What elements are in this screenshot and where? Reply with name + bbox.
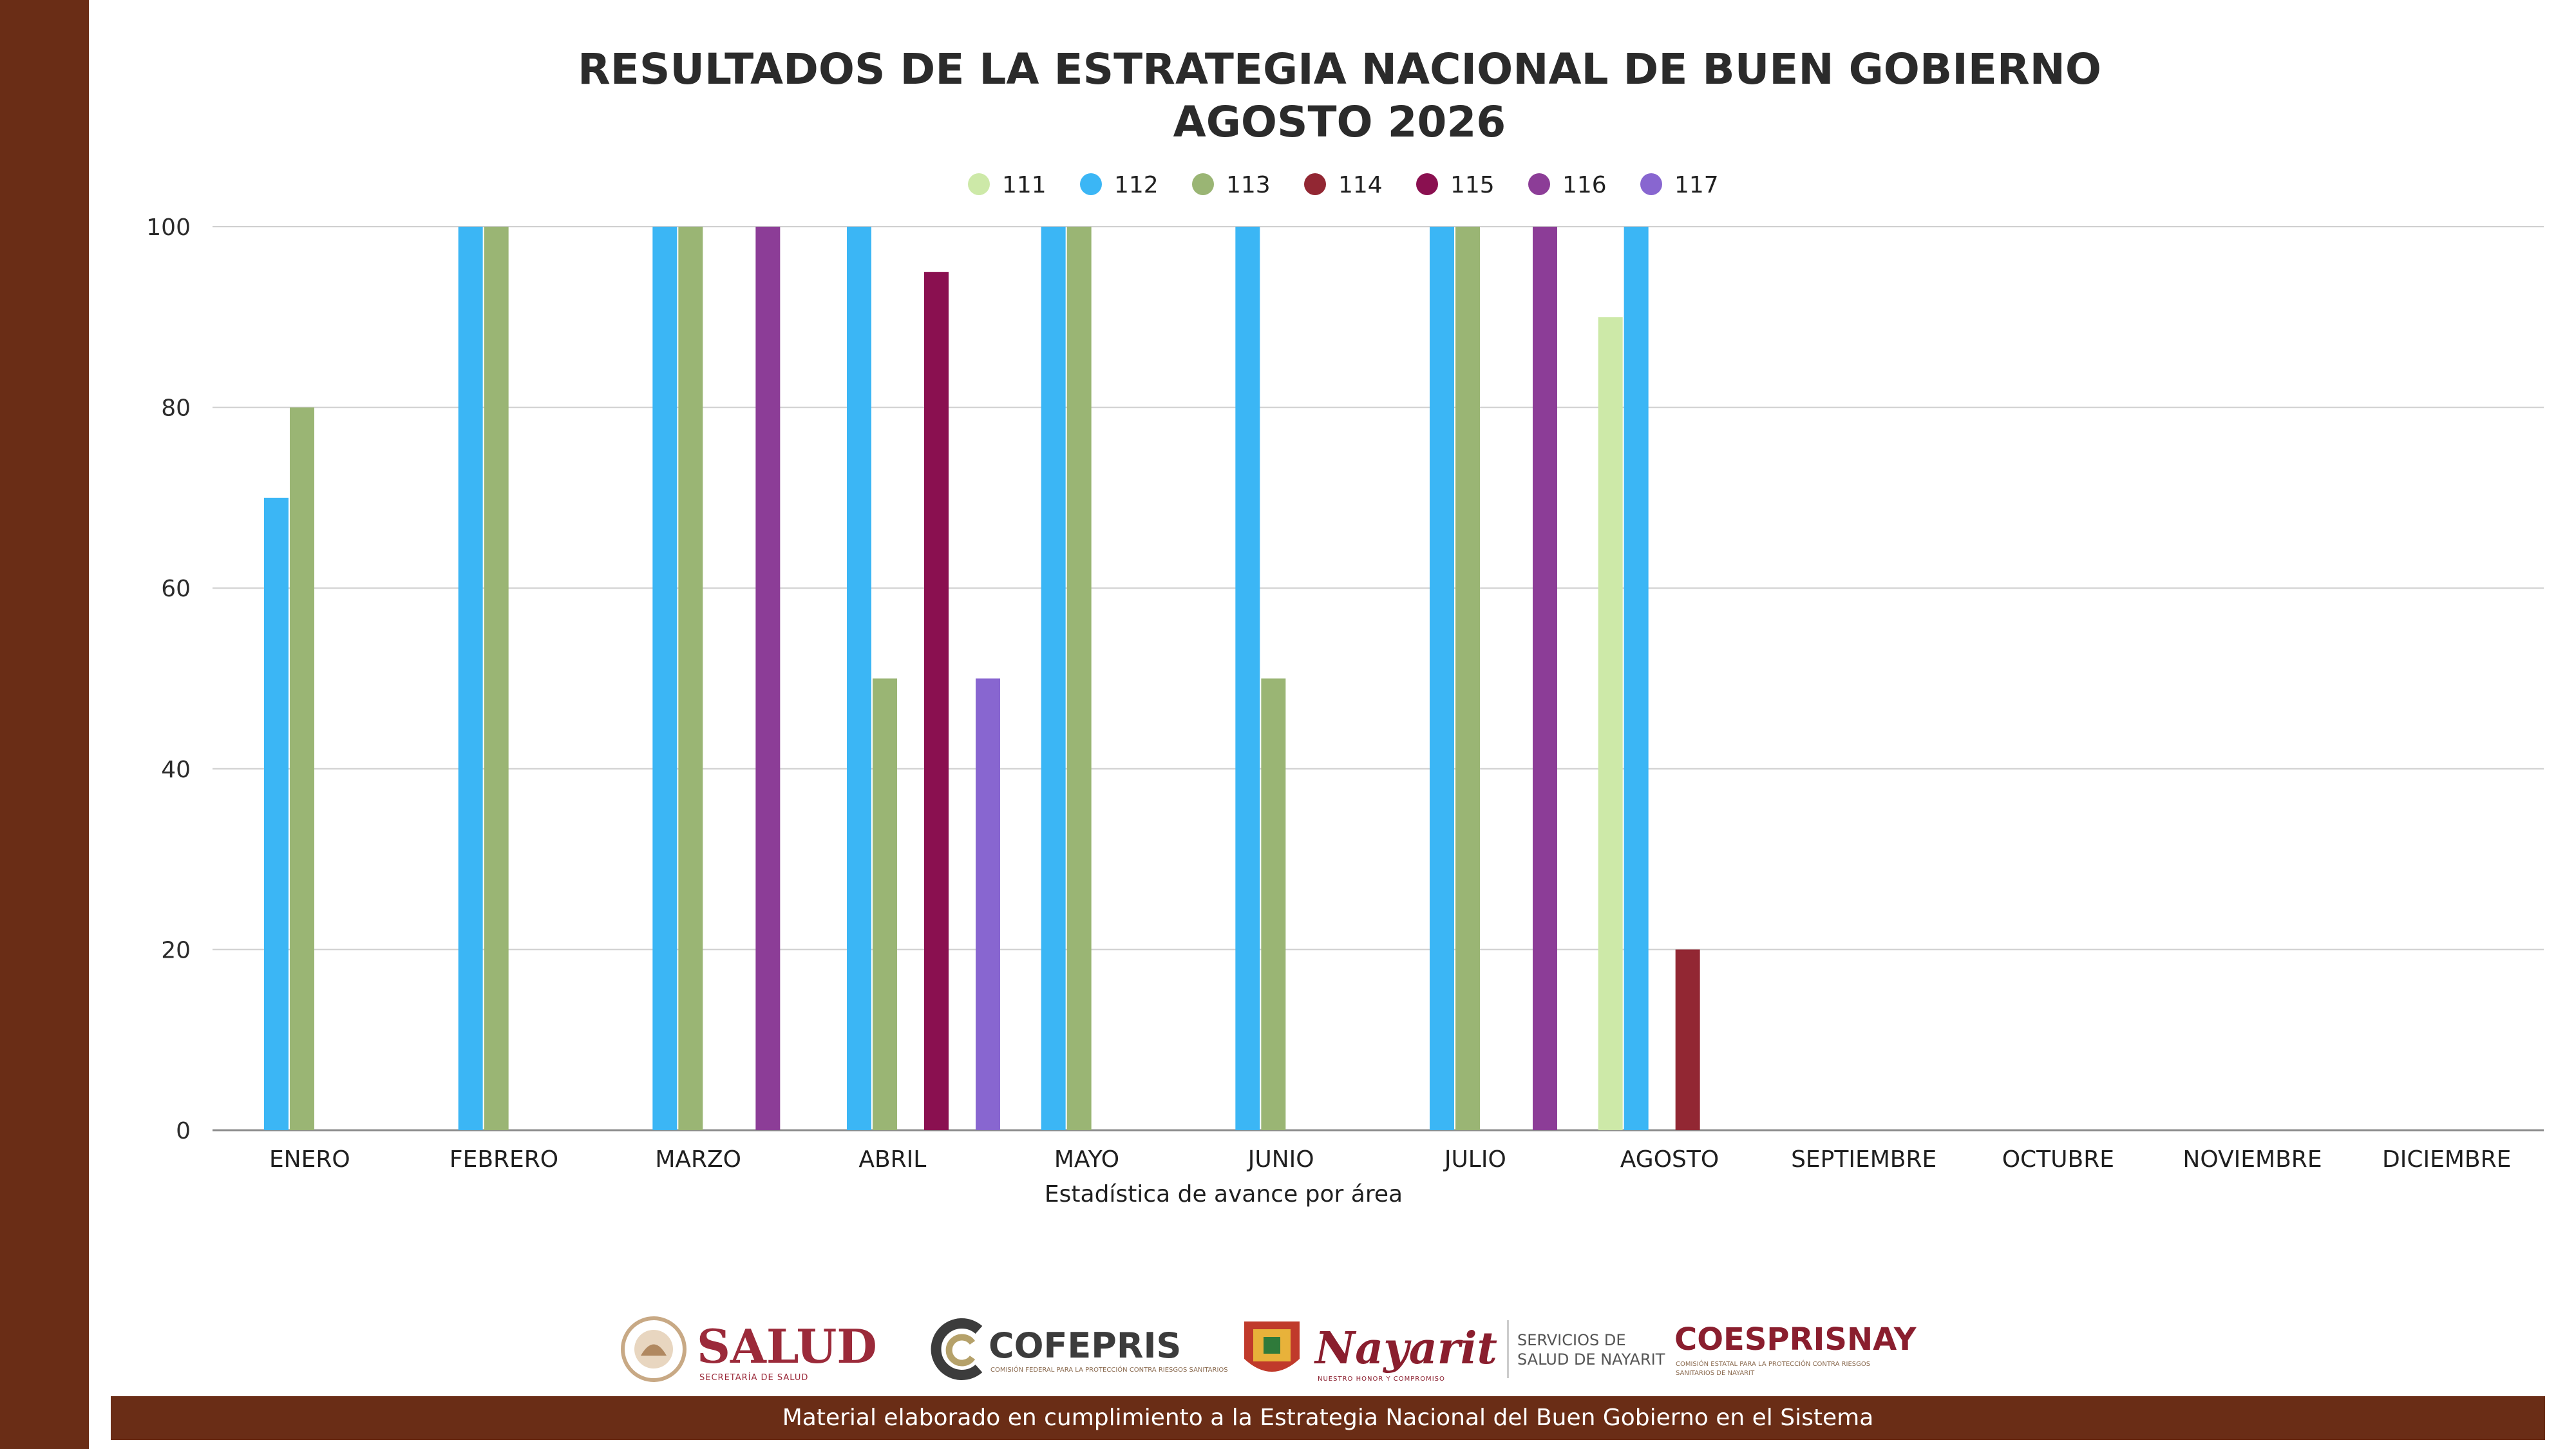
side-bar: [0, 0, 89, 1449]
bar-112-junio: [1235, 227, 1260, 1130]
bar-112-marzo: [652, 227, 677, 1130]
legend-marker: [1192, 173, 1214, 195]
y-tick-label: 40: [161, 757, 191, 783]
y-tick-label: 100: [146, 214, 191, 241]
bar-112-agosto: [1624, 227, 1649, 1130]
coesprisnay-logo: COESPRISNAY COMISIÓN ESTATAL PARA LA PRO…: [1674, 1314, 1919, 1385]
bar-112-julio: [1430, 227, 1454, 1130]
footer-bar: Material elaborado en cumplimiento a la …: [111, 1396, 2545, 1440]
legend-label: 113: [1226, 172, 1271, 198]
bar-113-mayo: [1066, 227, 1092, 1130]
bar-112-mayo: [1041, 227, 1066, 1130]
nayarit-logo-sub: NUESTRO HONOR Y COMPROMISO: [1318, 1376, 1445, 1383]
nayarit-services-text: SERVICIOS DE SALUD DE NAYARIT: [1517, 1331, 1665, 1368]
salud-logo-text: SALUD: [697, 1319, 877, 1374]
x-tick-label: DICIEMBRE: [2382, 1146, 2511, 1173]
x-tick-label: OCTUBRE: [2002, 1146, 2114, 1173]
chart-title: RESULTADOS DE LA ESTRATEGIA NACIONAL DE …: [577, 44, 2101, 94]
legend-label: 114: [1338, 172, 1383, 198]
x-tick-label: MARZO: [655, 1146, 741, 1173]
y-tick-label: 60: [161, 576, 191, 602]
bar-117-abril: [976, 678, 1000, 1130]
bar-chart: 0 20 40 60 80 100 ENERO FEBRERO MARZO ABRIL MAYO JU…: [146, 172, 2544, 1208]
x-tick-label: FEBRERO: [450, 1146, 558, 1173]
coesprisnay-logo-text: COESPRISNAY: [1674, 1321, 1917, 1358]
salud-logo-sub: SECRETARÍA DE SALUD: [699, 1373, 809, 1383]
nayarit-logo-text: Nayarit: [1315, 1323, 1497, 1374]
x-tick-label: MAYO: [1054, 1146, 1119, 1173]
nayarit-logo: Nayarit NUESTRO HONOR Y COMPROMISO SERVI…: [1236, 1314, 1665, 1385]
axes: 0 20 40 60 80 100 ENERO FEBRERO MARZO ABRIL MAYO JU…: [146, 214, 2511, 1208]
logos-strip: SALUD SECRETARÍA DE SALUD COFEPRIS COMIS…: [618, 1314, 1916, 1385]
x-axis-label: Estadística de avance por área: [1045, 1181, 1403, 1208]
bar-112-febrero: [458, 227, 483, 1130]
eagle-seal-icon: [621, 1316, 687, 1382]
bar-116-marzo: [755, 227, 781, 1130]
bar-116-julio: [1533, 227, 1557, 1130]
legend-marker: [968, 173, 990, 195]
grid-lines: [213, 226, 2544, 1132]
bar-113-marzo: [678, 227, 703, 1130]
x-tick-label: NOVIEMBRE: [2183, 1146, 2322, 1173]
salud-logo: SALUD SECRETARÍA DE SALUD: [618, 1314, 889, 1385]
cofepris-c-icon: [931, 1318, 983, 1380]
legend-marker: [1080, 173, 1102, 195]
legend-label: 115: [1450, 172, 1495, 198]
legend-label: 112: [1114, 172, 1159, 198]
bar-113-enero: [290, 407, 314, 1130]
x-tick-label: ABRIL: [858, 1146, 926, 1173]
bar-112-abril: [847, 227, 871, 1130]
bar-113-julio: [1455, 227, 1480, 1130]
bar-115-abril: [924, 272, 949, 1130]
x-tick-label: AGOSTO: [1620, 1146, 1719, 1173]
cofepris-logo: COFEPRIS COMISIÓN FEDERAL PARA LA PROTEC…: [927, 1314, 1228, 1385]
y-tick-label: 20: [161, 937, 191, 963]
x-tick-label: SEPTIEMBRE: [1791, 1146, 1937, 1173]
legend-label: 117: [1674, 172, 1719, 198]
bar-113-abril: [873, 678, 897, 1130]
legend-marker: [1528, 173, 1550, 195]
bars: [264, 227, 1700, 1130]
nayarit-shield-icon: [1244, 1321, 1300, 1372]
cofepris-logo-text: COFEPRIS: [989, 1325, 1182, 1366]
cofepris-logo-sub: COMISIÓN FEDERAL PARA LA PROTECCIÓN CONT…: [990, 1367, 1228, 1374]
bar-113-febrero: [484, 227, 509, 1130]
bar-114-agosto: [1675, 949, 1700, 1130]
legend-label: 116: [1562, 172, 1607, 198]
legend-marker: [1416, 173, 1438, 195]
chart-subtitle: AGOSTO 2026: [1173, 97, 1506, 147]
x-tick-label: JUNIO: [1247, 1146, 1314, 1173]
y-tick-label: 0: [176, 1118, 191, 1144]
legend-marker: [1304, 173, 1326, 195]
bar-111-agosto: [1598, 317, 1623, 1130]
bar-113-junio: [1261, 678, 1286, 1130]
logo-divider: [1507, 1320, 1509, 1378]
legend-label: 111: [1002, 172, 1046, 198]
legend: 111 112 113 114 115 116 117: [968, 172, 1719, 198]
coesprisnay-logo-sub: COMISIÓN ESTATAL PARA LA PROTECCIÓN CONT…: [1676, 1361, 1871, 1377]
legend-marker: [1640, 173, 1662, 195]
x-tick-label: JULIO: [1443, 1146, 1506, 1173]
x-tick-label: ENERO: [269, 1146, 350, 1173]
y-tick-label: 80: [161, 395, 191, 422]
bar-112-enero: [264, 497, 289, 1130]
